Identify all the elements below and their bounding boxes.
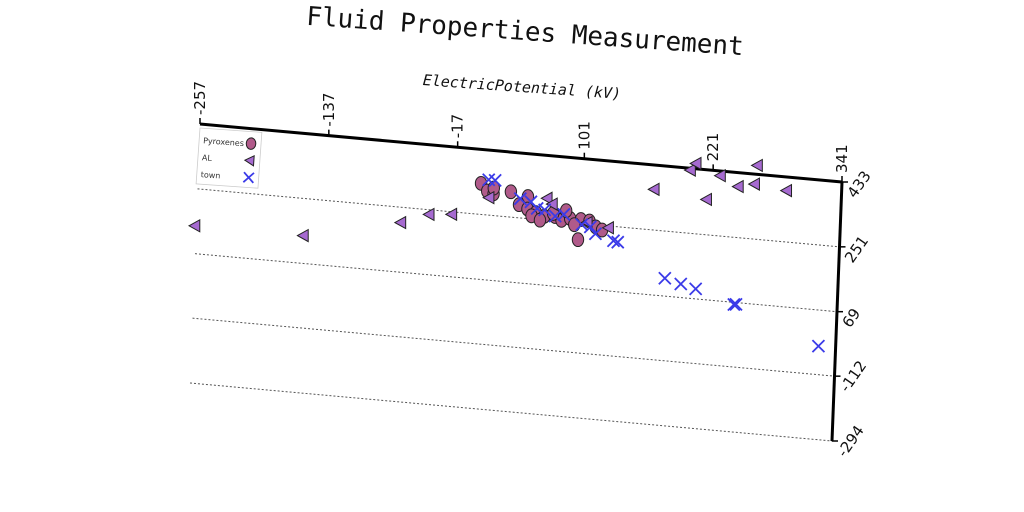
x-tick-label: -137 (320, 93, 338, 127)
y-tick-label: -112 (836, 357, 870, 395)
data-point (446, 208, 457, 220)
chart-title: Fluid Properties Measurement (305, 2, 744, 63)
x-axis-label: ElectricPotential (kV) (422, 71, 621, 103)
data-point (749, 178, 760, 190)
data-point (675, 278, 687, 290)
gridline (190, 383, 832, 441)
y-tick-label: -294 (834, 422, 868, 460)
data-point (659, 272, 671, 284)
data-point (648, 183, 659, 195)
data-point (732, 181, 743, 193)
gridline (193, 318, 835, 376)
axes (200, 124, 842, 441)
x-tick-label: 101 (575, 121, 593, 150)
data-point (730, 298, 742, 310)
data-point (728, 299, 740, 311)
gridline (195, 254, 837, 312)
data-point (395, 217, 406, 229)
x-tick-label: -17 (449, 114, 467, 139)
legend-label: town (200, 170, 220, 180)
x-axis-line (200, 124, 842, 182)
gridlines (190, 124, 842, 441)
legend-label: AL (202, 153, 213, 163)
data-point (612, 236, 624, 248)
data-point (812, 340, 824, 352)
series-pyroxenes (475, 176, 607, 246)
data-point (701, 193, 712, 205)
y-tick-label: 251 (841, 232, 872, 266)
data-point (781, 185, 792, 197)
x-tick-label: 221 (704, 133, 722, 162)
series-al (189, 157, 792, 241)
x-tick-label: 341 (833, 144, 851, 173)
data-point (752, 159, 763, 171)
x-tick-label: -257 (191, 81, 209, 115)
y-tick-label: 69 (839, 305, 865, 331)
data-point (505, 185, 516, 199)
data-point (297, 230, 308, 242)
legend-marker (246, 138, 256, 150)
data-points (189, 157, 824, 352)
data-point (572, 233, 583, 247)
series-town (483, 174, 825, 352)
data-point (189, 220, 200, 232)
data-point (690, 283, 702, 295)
data-point (607, 235, 619, 247)
